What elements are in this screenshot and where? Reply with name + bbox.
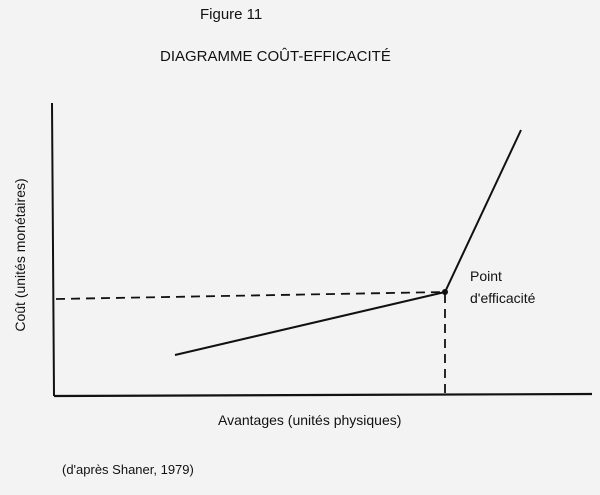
figure-title: DIAGRAMME COÛT-EFFICACITÉ — [160, 48, 391, 65]
y-axis — [51, 102, 55, 397]
point-label-line1: Point — [470, 268, 502, 284]
efficiency-point — [442, 289, 448, 295]
source-citation: (d'après Shaner, 1979) — [62, 462, 194, 477]
cost-curve — [174, 129, 522, 356]
figure-number: Figure 11 — [200, 6, 263, 23]
horizontal-dashed-line — [55, 291, 446, 300]
x-axis-label: Avantages (unités physiques) — [218, 412, 402, 428]
point-label-line2: d'efficacité — [470, 290, 536, 306]
y-axis-label: Coût (unités monétaires) — [12, 178, 28, 332]
x-axis — [53, 392, 593, 398]
